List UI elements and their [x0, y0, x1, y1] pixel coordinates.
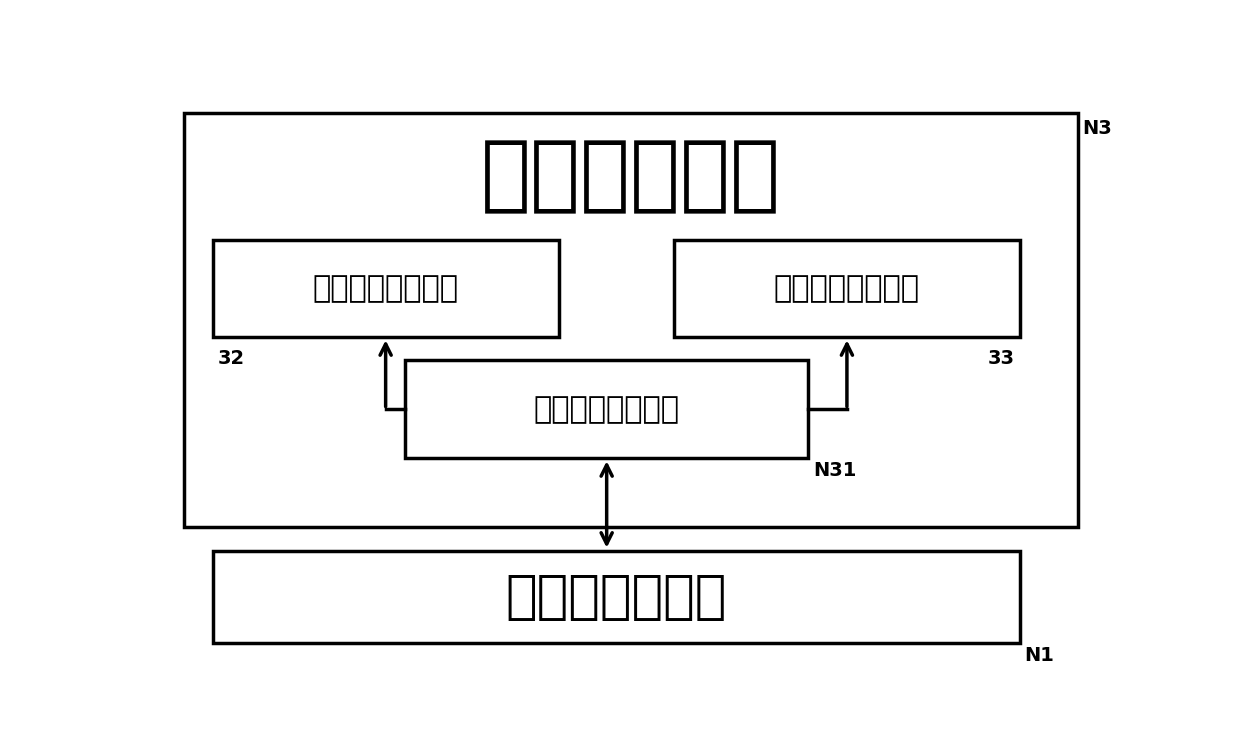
- Bar: [404, 361, 808, 459]
- Text: N3: N3: [1083, 119, 1112, 138]
- Text: 33: 33: [988, 349, 1016, 368]
- Text: 32: 32: [217, 349, 244, 368]
- Text: 信号输出输入模块: 信号输出输入模块: [533, 395, 680, 424]
- Bar: [213, 551, 1019, 643]
- Text: 负序电流分类模块: 负序电流分类模块: [774, 274, 920, 303]
- Text: N31: N31: [813, 462, 857, 480]
- Bar: [213, 239, 558, 337]
- Text: 检测系统处理器: 检测系统处理器: [506, 571, 727, 622]
- Text: 零序电流分类模块: 零序电流分类模块: [312, 274, 459, 303]
- Bar: [184, 113, 1078, 527]
- Text: N1: N1: [1024, 646, 1054, 664]
- Bar: [675, 239, 1021, 337]
- Text: 故障分类模块: 故障分类模块: [481, 135, 781, 217]
